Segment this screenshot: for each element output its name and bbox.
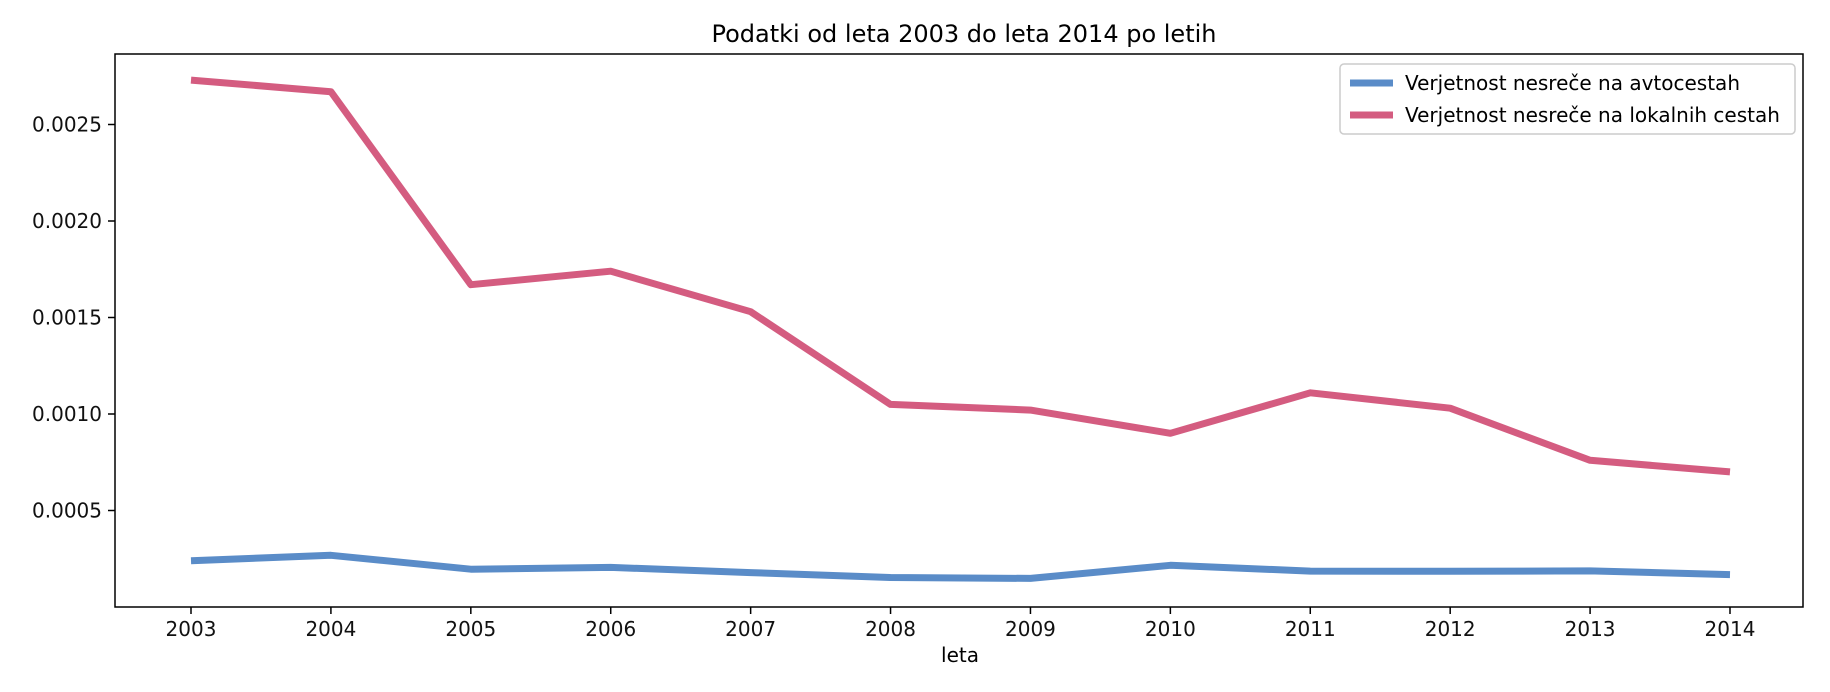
legend-label-highway: Verjetnost nesreče na avtocestah (1405, 71, 1740, 95)
legend: Verjetnost nesreče na avtocestah Verjetn… (1339, 63, 1796, 135)
y-tick-label: 0.0010 (32, 402, 102, 426)
x-tick-label: 2008 (865, 617, 916, 641)
plot-area-frame (114, 53, 1804, 608)
series-lines (190, 76, 1731, 582)
y-axis: 0.0005 0.0010 0.0015 0.0020 0.0025 (32, 113, 115, 523)
legend-frame (1339, 63, 1796, 135)
chart-title: Podatki od leta 2003 do leta 2014 po let… (712, 20, 1217, 48)
series-line-highway (190, 551, 1731, 582)
x-tick-label: 2010 (1145, 617, 1196, 641)
y-tick-label: 0.0005 (32, 499, 102, 523)
x-tick-label: 2012 (1425, 617, 1476, 641)
x-axis-label: leta (941, 643, 979, 667)
series-line-local (190, 76, 1731, 476)
x-tick-label: 2004 (305, 617, 356, 641)
x-tick-label: 2009 (1005, 617, 1056, 641)
y-tick-label: 0.0020 (32, 209, 102, 233)
x-tick-label: 2003 (166, 617, 217, 641)
x-tick-label: 2006 (585, 617, 636, 641)
y-tick-label: 0.0025 (32, 113, 102, 137)
y-tick-label: 0.0015 (32, 306, 102, 330)
legend-label-local: Verjetnost nesreče na lokalnih cestah (1405, 103, 1780, 127)
x-tick-label: 2005 (445, 617, 496, 641)
x-tick-label: 2014 (1705, 617, 1756, 641)
x-axis: 2003 2004 2005 2006 2007 2008 2009 2010 2011 2012… (166, 607, 1756, 641)
x-tick-label: 2011 (1285, 617, 1336, 641)
x-tick-label: 2013 (1565, 617, 1616, 641)
x-tick-label: 2007 (725, 617, 776, 641)
